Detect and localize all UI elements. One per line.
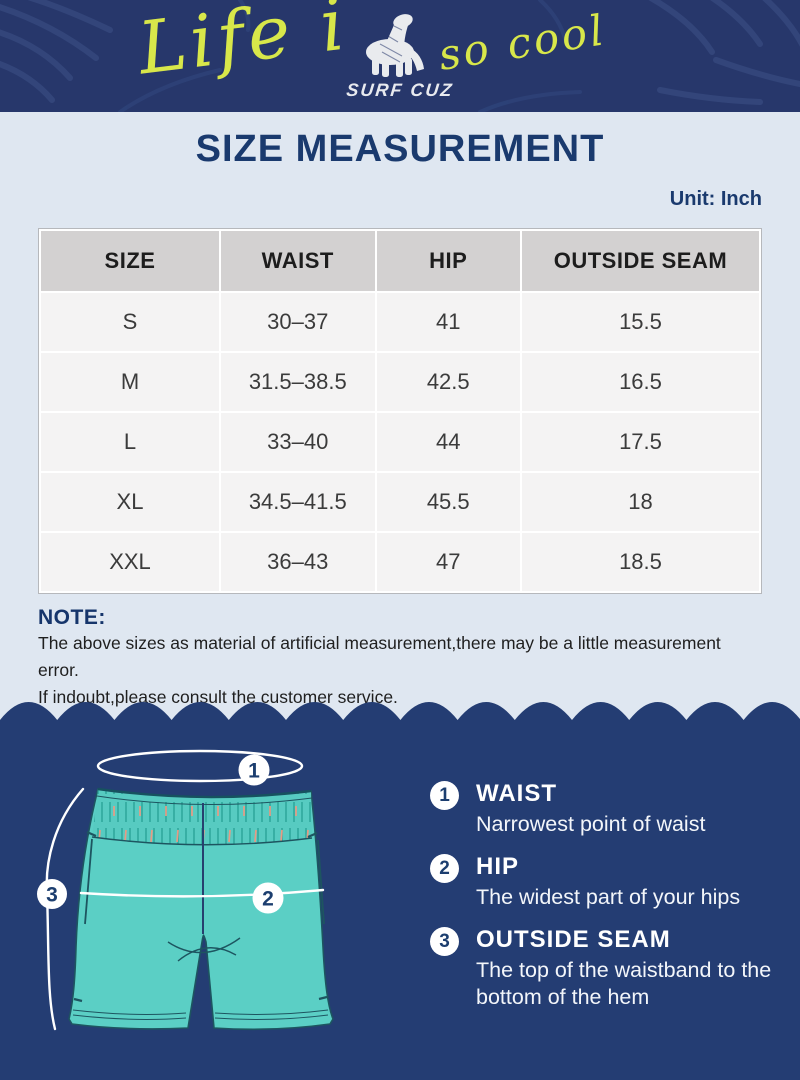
table-row: S 30–37 41 15.5	[39, 291, 762, 353]
cell-waist: 33–40	[219, 411, 377, 473]
col-header-waist: WAIST	[219, 229, 377, 293]
legend-number-badge: 1	[430, 781, 459, 810]
cell-hip: 44	[374, 411, 522, 473]
cell-waist: 34.5–41.5	[219, 471, 377, 533]
cell-outside-seam: 18	[519, 471, 762, 533]
unit-label: Unit: Inch	[669, 188, 762, 210]
legend-title: OUTSIDE SEAM	[476, 926, 671, 954]
note-section: NOTE: The above sizes as material of art…	[38, 606, 766, 711]
cell-size: XL	[39, 471, 221, 533]
measurement-guide-section: 1 2 3 1 WAIST Narrowest point of waist 2	[0, 700, 800, 1080]
page-title: SIZE MEASUREMENT	[195, 128, 605, 170]
cell-size: L	[39, 411, 221, 473]
legend-item-waist: 1 WAIST Narrowest point of waist	[430, 780, 780, 838]
waist-measure-ellipse	[96, 749, 304, 783]
legend-title: WAIST	[476, 780, 557, 807]
callout-2: 2	[252, 882, 284, 914]
legend-description: The top of the waistband to the bottom o…	[476, 957, 772, 1010]
legend-title: HIP	[476, 853, 520, 881]
brand-header: Life i so cool SURF CUZ	[0, 0, 800, 112]
callout-1: 1	[238, 754, 270, 786]
size-table-container: SIZE WAIST HIP OUTSIDE SEAM S 30–37 41 1…	[38, 228, 762, 594]
shorts-body	[68, 788, 334, 1031]
palm-leaves-decoration	[0, 0, 800, 112]
cell-hip: 41	[374, 291, 522, 353]
table-row: XL 34.5–41.5 45.5 18	[39, 471, 762, 533]
legend-description: Narrowest point of waist	[476, 811, 706, 836]
table-row: XXL 36–43 47 18.5	[39, 531, 762, 593]
shorts-illustration: 1 2 3	[37, 749, 334, 1031]
table-header-row: SIZE WAIST HIP OUTSIDE SEAM	[39, 229, 762, 293]
wave-divider	[0, 702, 800, 726]
legend-number-badge: 3	[430, 927, 459, 957]
size-table: SIZE WAIST HIP OUTSIDE SEAM S 30–37 41 1…	[39, 229, 762, 593]
dinosaur-logo-icon	[366, 14, 424, 77]
table-row: L 33–40 44 17.5	[39, 411, 762, 473]
callout-3: 3	[37, 879, 67, 909]
col-header-size: SIZE	[39, 229, 221, 293]
table-row: M 31.5–38.5 42.5 16.5	[39, 351, 762, 413]
callout-3-number: 3	[46, 884, 58, 907]
legend-description: The widest part of your hips	[476, 884, 741, 909]
col-header-hip: HIP	[374, 229, 522, 293]
cell-waist: 31.5–38.5	[219, 351, 377, 413]
legend-number-badge: 2	[430, 854, 459, 884]
callout-1-number: 1	[248, 760, 260, 783]
cell-size: XXL	[39, 531, 221, 593]
cell-size: S	[39, 291, 221, 353]
drawcord	[167, 937, 241, 962]
brand-logo-text: SURF CUZ	[345, 80, 455, 100]
cell-hip: 47	[374, 531, 522, 593]
note-heading: NOTE:	[38, 606, 106, 629]
cell-waist: 30–37	[219, 291, 377, 353]
measurement-legend: 1 WAIST Narrowest point of waist 2 HIP T…	[430, 780, 780, 1027]
cell-waist: 36–43	[219, 531, 377, 593]
col-header-outside-seam: OUTSIDE SEAM	[519, 229, 762, 293]
cell-hip: 42.5	[374, 351, 522, 413]
cell-outside-seam: 16.5	[519, 351, 762, 413]
hip-measure-line	[79, 888, 325, 898]
cell-outside-seam: 18.5	[519, 531, 762, 593]
cell-outside-seam: 17.5	[519, 411, 762, 473]
callout-2-number: 2	[262, 888, 274, 911]
note-text-line: If indoubt,please consult the customer s…	[38, 687, 398, 708]
cell-size: M	[39, 351, 221, 413]
legend-item-outside-seam: 3 OUTSIDE SEAM The top of the waistband …	[430, 926, 780, 1012]
legend-item-hip: 2 HIP The widest part of your hips	[430, 853, 780, 911]
note-text-line: The above sizes as material of artificia…	[38, 633, 721, 681]
cell-outside-seam: 15.5	[519, 291, 762, 353]
cell-hip: 45.5	[374, 471, 522, 533]
